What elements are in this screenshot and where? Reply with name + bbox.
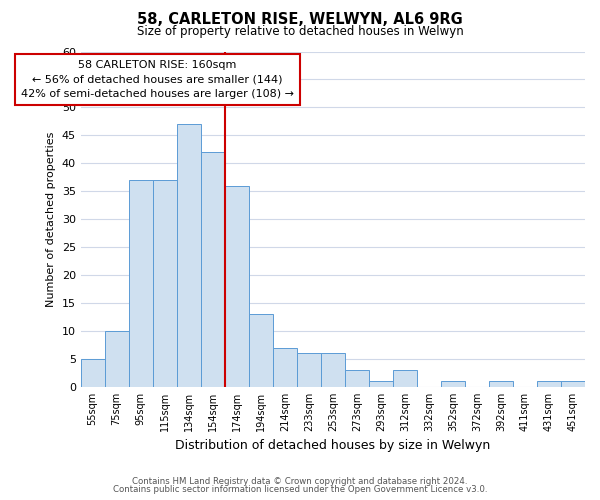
X-axis label: Distribution of detached houses by size in Welwyn: Distribution of detached houses by size … xyxy=(175,440,490,452)
Bar xyxy=(249,314,273,387)
Bar xyxy=(80,359,104,387)
Bar xyxy=(297,354,321,387)
Text: Contains public sector information licensed under the Open Government Licence v3: Contains public sector information licen… xyxy=(113,485,487,494)
Text: 58, CARLETON RISE, WELWYN, AL6 9RG: 58, CARLETON RISE, WELWYN, AL6 9RG xyxy=(137,12,463,28)
Bar xyxy=(273,348,297,387)
Bar xyxy=(441,382,465,387)
Bar xyxy=(537,382,561,387)
Bar xyxy=(369,382,393,387)
Bar xyxy=(561,382,585,387)
Bar xyxy=(201,152,225,387)
Y-axis label: Number of detached properties: Number of detached properties xyxy=(46,132,56,307)
Text: Contains HM Land Registry data © Crown copyright and database right 2024.: Contains HM Land Registry data © Crown c… xyxy=(132,477,468,486)
Text: Size of property relative to detached houses in Welwyn: Size of property relative to detached ho… xyxy=(137,25,463,38)
Bar xyxy=(393,370,417,387)
Bar xyxy=(321,354,345,387)
Bar xyxy=(104,331,128,387)
Bar xyxy=(152,180,177,387)
Text: 58 CARLETON RISE: 160sqm
← 56% of detached houses are smaller (144)
42% of semi-: 58 CARLETON RISE: 160sqm ← 56% of detach… xyxy=(21,60,294,100)
Bar xyxy=(225,186,249,387)
Bar xyxy=(345,370,369,387)
Bar xyxy=(177,124,201,387)
Bar xyxy=(128,180,152,387)
Bar xyxy=(489,382,513,387)
